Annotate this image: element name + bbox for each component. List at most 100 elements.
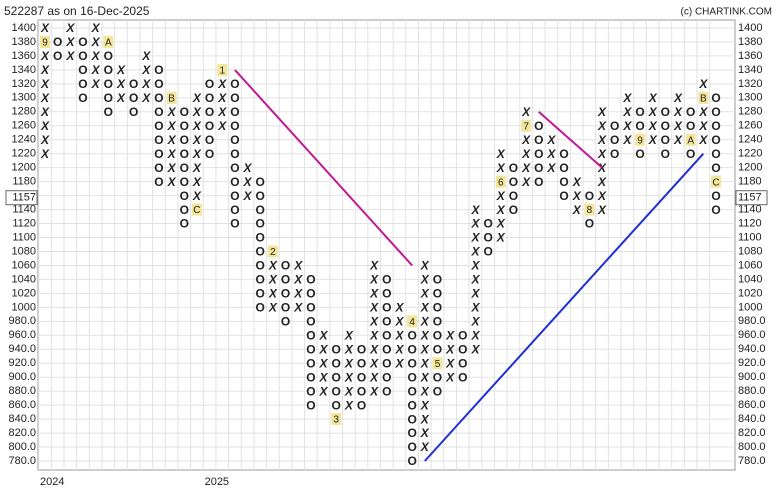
x-box: X bbox=[394, 356, 404, 370]
o-box: O bbox=[661, 105, 670, 119]
y-tick-label-right: 1380 bbox=[738, 36, 762, 48]
o-box: O bbox=[661, 147, 670, 161]
x-box: X bbox=[192, 105, 202, 119]
x-box: X bbox=[192, 161, 202, 175]
o-box: O bbox=[357, 398, 366, 412]
y-tick-label-right: 880.0 bbox=[738, 385, 766, 397]
o-box: O bbox=[407, 356, 416, 370]
x-box: X bbox=[167, 133, 177, 147]
x-box: X bbox=[622, 133, 632, 147]
y-tick-label-right: 1120 bbox=[738, 217, 762, 229]
x-box: X bbox=[546, 161, 556, 175]
o-box: O bbox=[306, 287, 315, 301]
marker-label: 8 bbox=[587, 205, 593, 216]
o-box: O bbox=[180, 147, 189, 161]
x-box: X bbox=[470, 245, 480, 259]
o-box: O bbox=[534, 119, 543, 133]
x-box: X bbox=[319, 328, 329, 342]
x-box: X bbox=[243, 189, 253, 203]
y-tick-label-right: 1060 bbox=[738, 259, 762, 271]
o-box: O bbox=[281, 287, 290, 301]
last-price-box bbox=[735, 190, 768, 206]
x-box: X bbox=[167, 119, 177, 133]
marker-label: C bbox=[712, 177, 719, 188]
x-box: X bbox=[40, 119, 50, 133]
y-tick-label: 980.0 bbox=[8, 315, 36, 327]
o-box: O bbox=[154, 105, 163, 119]
o-box: O bbox=[180, 203, 189, 217]
o-box: O bbox=[230, 147, 239, 161]
o-box: O bbox=[661, 133, 670, 147]
month-marker: 9 bbox=[40, 35, 50, 49]
x-box: X bbox=[344, 398, 354, 412]
y-tick-label: 1180 bbox=[12, 176, 36, 188]
o-box: O bbox=[661, 119, 670, 133]
o-box: O bbox=[306, 398, 315, 412]
o-box: O bbox=[458, 356, 467, 370]
y-tick-label: 1040 bbox=[12, 273, 36, 285]
y-tick-label: 940.0 bbox=[8, 343, 36, 355]
x-box: X bbox=[496, 161, 506, 175]
x-box: X bbox=[420, 440, 430, 454]
o-box: O bbox=[711, 161, 720, 175]
month-marker: B bbox=[698, 91, 709, 104]
o-box: O bbox=[559, 175, 568, 189]
x-box: X bbox=[420, 259, 430, 273]
x-box: X bbox=[192, 147, 202, 161]
y-tick-label: 1240 bbox=[12, 134, 36, 146]
o-box: O bbox=[458, 370, 467, 384]
o-box: O bbox=[180, 105, 189, 119]
month-marker: 7 bbox=[521, 119, 532, 132]
x-box: X bbox=[167, 105, 177, 119]
x-box: X bbox=[496, 189, 506, 203]
o-box: O bbox=[230, 175, 239, 189]
x-box: X bbox=[521, 105, 531, 119]
x-box: X bbox=[648, 133, 658, 147]
x-box: X bbox=[420, 314, 430, 328]
x-box: X bbox=[698, 133, 708, 147]
x-box: X bbox=[597, 189, 607, 203]
y-tick-label: 920.0 bbox=[8, 357, 36, 369]
o-box: O bbox=[686, 119, 695, 133]
y-tick-label: 1300 bbox=[12, 92, 36, 104]
x-box: X bbox=[268, 259, 278, 273]
x-box: X bbox=[40, 147, 50, 161]
o-box: O bbox=[433, 314, 442, 328]
o-box: O bbox=[230, 105, 239, 119]
chart-title: 522287 as on 16-Dec-2025 bbox=[4, 4, 150, 18]
marker-label: B bbox=[700, 93, 707, 104]
y-tick-label-right: 1400 bbox=[738, 22, 762, 34]
y-tick-label-right: 800.0 bbox=[738, 441, 766, 453]
marker-label: A bbox=[105, 38, 112, 49]
x-box: X bbox=[521, 133, 531, 147]
y-tick-label: 880.0 bbox=[8, 385, 36, 397]
x-box: X bbox=[496, 147, 506, 161]
o-box: O bbox=[559, 147, 568, 161]
x-column: XXX bbox=[243, 161, 253, 203]
x-box: X bbox=[496, 231, 506, 245]
o-box: O bbox=[407, 342, 416, 356]
marker-box bbox=[685, 133, 696, 146]
x-box: X bbox=[648, 119, 658, 133]
o-box: O bbox=[635, 147, 644, 161]
x-box: X bbox=[470, 301, 480, 315]
x-box: X bbox=[344, 356, 354, 370]
month-marker: 2 bbox=[267, 245, 278, 258]
y-tick-label-right: 940.0 bbox=[738, 343, 766, 355]
y-tick-label: 1200 bbox=[12, 162, 36, 174]
x-box: X bbox=[192, 91, 202, 105]
x-box: X bbox=[369, 342, 379, 356]
marker-box bbox=[103, 35, 114, 48]
last-price-label: 1157 bbox=[738, 192, 762, 204]
